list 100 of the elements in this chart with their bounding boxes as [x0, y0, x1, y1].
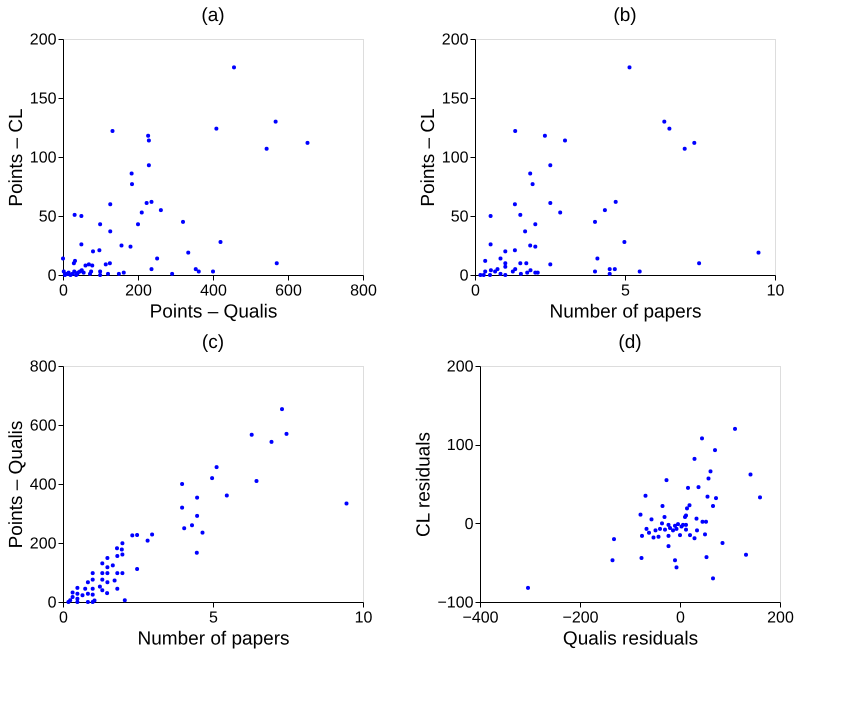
x-axis-title: Number of papers: [549, 302, 702, 322]
point: [478, 273, 482, 277]
point: [518, 261, 522, 266]
y-tick-label: 200: [442, 32, 469, 48]
point: [622, 240, 626, 244]
point: [548, 201, 552, 206]
y-tick-label: 100: [442, 150, 469, 166]
y-tick-label: 200: [30, 32, 57, 48]
y-tick-label: 800: [30, 358, 57, 376]
point: [528, 268, 532, 272]
y-tick-label: 0: [48, 268, 57, 284]
point: [662, 120, 666, 124]
chart-title: (d): [618, 332, 642, 353]
x-tick-label: −200: [562, 610, 599, 626]
y-tick-label: 50: [38, 208, 57, 226]
point: [533, 244, 538, 249]
point: [558, 210, 562, 214]
point: [510, 269, 515, 274]
x-axis-title: Points – Qualis: [150, 302, 278, 322]
point: [593, 220, 597, 224]
x-tick-label: 200: [767, 610, 794, 626]
y-axis-title: Points – CL: [418, 108, 439, 207]
point: [682, 146, 687, 151]
point: [503, 261, 508, 266]
point: [503, 264, 508, 269]
point: [542, 134, 547, 138]
point: [488, 214, 493, 218]
chart-title: (b): [613, 5, 637, 26]
point: [614, 200, 618, 204]
x-tick-label: −400: [462, 610, 499, 626]
y-tick-label: 0: [48, 594, 57, 612]
point: [536, 270, 540, 275]
point: [612, 267, 617, 272]
point: [602, 208, 607, 212]
point: [548, 163, 552, 168]
y-tick-label: 400: [30, 476, 57, 494]
x-tick-label: 600: [275, 282, 302, 300]
point: [483, 269, 488, 274]
point: [628, 65, 632, 70]
point: [512, 202, 517, 206]
point: [533, 222, 538, 226]
point: [503, 249, 508, 254]
point: [595, 256, 600, 260]
point: [523, 229, 528, 234]
point: [498, 256, 502, 260]
point: [513, 129, 518, 134]
y-tick-label: 100: [446, 437, 474, 454]
x-tick-label: 200: [125, 282, 152, 300]
y-tick-label: 50: [450, 208, 469, 226]
x-tick-label: 0: [59, 282, 68, 300]
point: [563, 138, 567, 142]
x-axis-title: Number of papers: [137, 628, 290, 650]
point: [608, 267, 612, 272]
x-tick-label: 10: [766, 282, 784, 300]
point: [692, 140, 696, 145]
x-tick-label: 10: [354, 610, 372, 626]
point: [667, 126, 672, 131]
point: [488, 242, 493, 246]
point: [525, 270, 530, 275]
y-tick-label: 100: [30, 150, 57, 166]
x-tick-label: 5: [621, 282, 630, 300]
point: [528, 244, 532, 248]
point: [503, 273, 508, 277]
x-axis-title: Qualis residuals: [562, 628, 698, 650]
y-tick-label: 0: [464, 516, 474, 533]
point: [518, 272, 523, 276]
y-tick-label: −100: [437, 594, 474, 612]
x-tick-label: 800: [350, 282, 377, 300]
point: [482, 273, 486, 277]
point: [697, 261, 702, 266]
point: [493, 269, 498, 274]
y-tick-label: 150: [442, 90, 469, 108]
point: [512, 248, 517, 252]
point: [548, 262, 552, 266]
point: [488, 268, 493, 272]
y-tick-label: 200: [30, 536, 57, 552]
point: [528, 172, 532, 176]
y-tick-label: 0: [460, 268, 469, 284]
y-tick-label: 150: [30, 90, 57, 108]
point: [638, 269, 642, 274]
point: [483, 258, 488, 263]
point: [593, 269, 597, 274]
point: [756, 250, 760, 255]
chart-title: (a): [201, 5, 225, 26]
point: [608, 272, 612, 276]
x-tick-label: 5: [209, 610, 218, 626]
y-tick-label: 600: [30, 418, 57, 434]
x-tick-label: 400: [200, 282, 227, 300]
y-tick-label: 200: [446, 358, 474, 376]
point: [488, 273, 492, 277]
point: [530, 182, 535, 186]
point: [518, 212, 522, 217]
x-tick-label: 0: [59, 610, 68, 626]
y-axis-title: Points – Qualis: [6, 420, 27, 548]
y-axis-title: CL residuals: [413, 432, 434, 537]
x-tick-label: 0: [676, 610, 686, 626]
y-axis-title: Points – CL: [6, 108, 27, 207]
point: [524, 261, 528, 266]
point: [498, 272, 502, 276]
chart-title: (c): [202, 332, 224, 353]
